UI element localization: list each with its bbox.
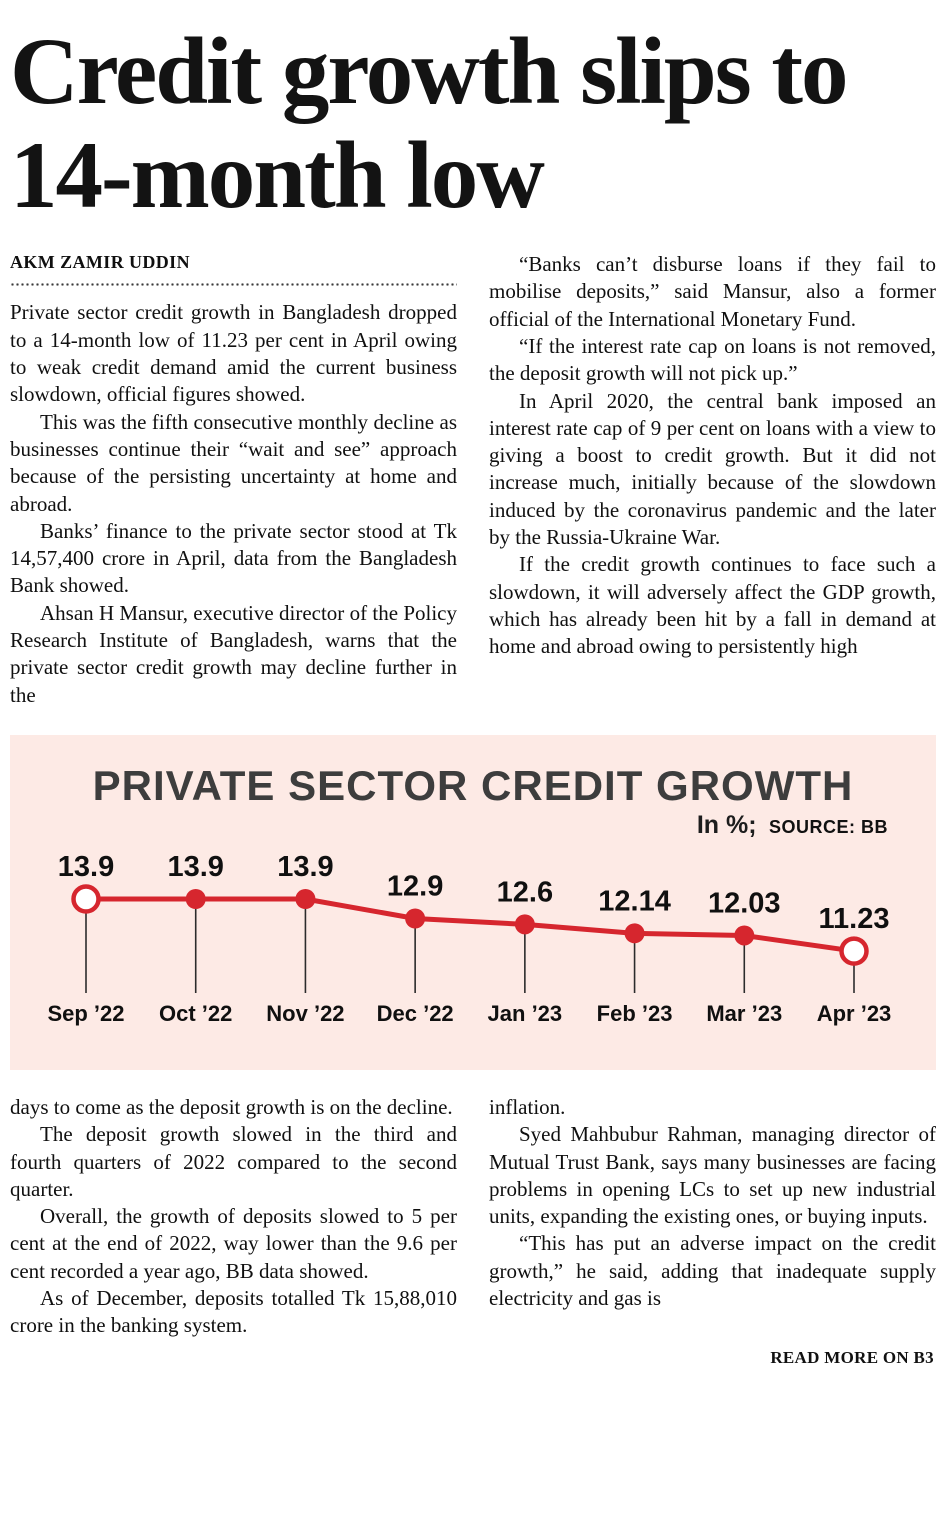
byline-divider [10,283,457,287]
chart-value-label: 13.9 [58,851,114,883]
chart-unit-row: In %; SOURCE: BB [10,811,936,841]
article-paragraph: In April 2020, the central bank imposed … [489,388,936,550]
article-paragraph: Private sector credit growth in Banglade… [10,300,457,407]
chart-plot-area: 13.9 13.9 13.9 12.9 12.6 12.14 12.03 11.23 Sep ’… [10,841,936,1039]
article-paragraph: As of December, deposits totalled Tk 15,… [10,1286,457,1338]
chart-point [295,889,316,910]
chart-value-label: 12.03 [708,888,781,920]
article-text-bottom-right: inflation. Syed Mahbubur Rahman, managing… [489,1094,936,1312]
article-column-bottom-left: days to come as the deposit growth is on… [10,1094,457,1340]
article-paragraph: Banks’ finance to the private sector sto… [10,518,457,598]
chart-title: PRIVATE SECTOR CREDIT GROWTH [92,761,854,809]
article-text-top-right: “Banks can’t disburse loans if they fail… [489,251,936,660]
article-paragraph: “This has put an adverse impact on the c… [489,1231,936,1311]
chart-unit-label: In %; [696,811,757,840]
article-top-columns: AKM ZAMIR UDDIN Private sector credit gr… [10,251,936,709]
chart-month-label: Feb ’23 [597,1001,673,1026]
chart-month-label: Apr ’23 [817,1001,892,1026]
chart-point [185,889,206,910]
article-column-top-left: AKM ZAMIR UDDIN Private sector credit gr… [10,251,457,709]
article-paragraph: Syed Mahbubur Rahman, managing director … [489,1122,936,1229]
chart-month-label: Mar ’23 [706,1001,782,1026]
newspaper-article: Credit growth slips to 14-month low AKM … [10,18,936,1367]
chart-month-label: Jan ’23 [488,1001,563,1026]
byline: AKM ZAMIR UDDIN [10,252,190,273]
chart-point-open [839,936,869,966]
article-paragraph: “If the interest rate cap on loans is no… [489,333,936,386]
article-text-bottom-left: days to come as the deposit growth is on… [10,1094,457,1340]
article-paragraph: Overall, the growth of deposits slowed t… [10,1204,457,1283]
chart-value-label: 12.9 [387,871,443,903]
article-text-top-left: Private sector credit growth in Banglade… [10,299,457,708]
article-paragraph: This was the fifth consecutive monthly d… [10,409,457,516]
article-column-bottom-right: inflation. Syed Mahbubur Rahman, managing… [489,1094,936,1340]
chart-point-open [71,884,101,914]
credit-growth-line-chart: 13.9 13.9 13.9 12.9 12.6 12.14 12.03 11.23 Sep ’… [47,851,892,1026]
article-paragraph: days to come as the deposit growth is on… [10,1094,453,1119]
chart-month-label: Sep ’22 [47,1001,124,1026]
chart-point [405,908,426,929]
chart-source-label: SOURCE: BB [768,817,888,838]
chart-value-label: 13.9 [167,851,223,883]
chart-value-label: 13.9 [277,851,333,883]
read-more-pointer: READ MORE ON B3 [770,1347,934,1367]
chart-line [86,896,855,954]
article-column-top-right: “Banks can’t disburse loans if they fail… [489,251,936,709]
chart-point [514,914,535,935]
article-paragraph: If the credit growth continues to face s… [489,552,936,659]
article-paragraph: “Banks can’t disburse loans if they fail… [489,252,936,331]
headline: Credit growth slips to 14-month low [10,18,849,228]
article-paragraph: Ahsan H Mansur, executive director of th… [10,600,457,707]
chart-value-label: 12.6 [497,876,553,908]
article-paragraph: inflation. [489,1094,566,1119]
chart-month-label: Nov ’22 [266,1001,344,1026]
chart-month-label: Dec ’22 [377,1001,454,1026]
credit-growth-chart-panel: PRIVATE SECTOR CREDIT GROWTH In %; SOURC… [10,734,936,1070]
chart-point [734,925,755,946]
chart-point [624,923,645,944]
article-bottom-columns: days to come as the deposit growth is on… [10,1094,936,1340]
chart-value-label: 12.14 [598,885,671,917]
chart-month-label: Oct ’22 [159,1001,232,1026]
article-paragraph: The deposit growth slowed in the third a… [10,1122,457,1201]
chart-value-label: 11.23 [819,903,890,935]
